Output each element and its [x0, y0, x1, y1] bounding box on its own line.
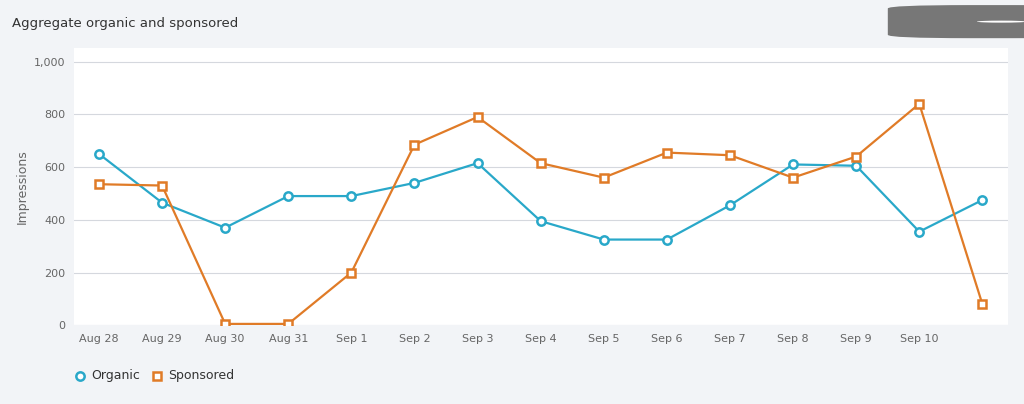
FancyBboxPatch shape [888, 5, 1024, 38]
Text: Sponsored: Sponsored [168, 370, 234, 383]
Circle shape [977, 21, 1024, 23]
Text: Aggregate organic and sponsored: Aggregate organic and sponsored [12, 17, 239, 30]
Text: Off: Off [939, 17, 957, 30]
Y-axis label: Impressions: Impressions [15, 149, 29, 224]
Text: Organic: Organic [91, 370, 140, 383]
